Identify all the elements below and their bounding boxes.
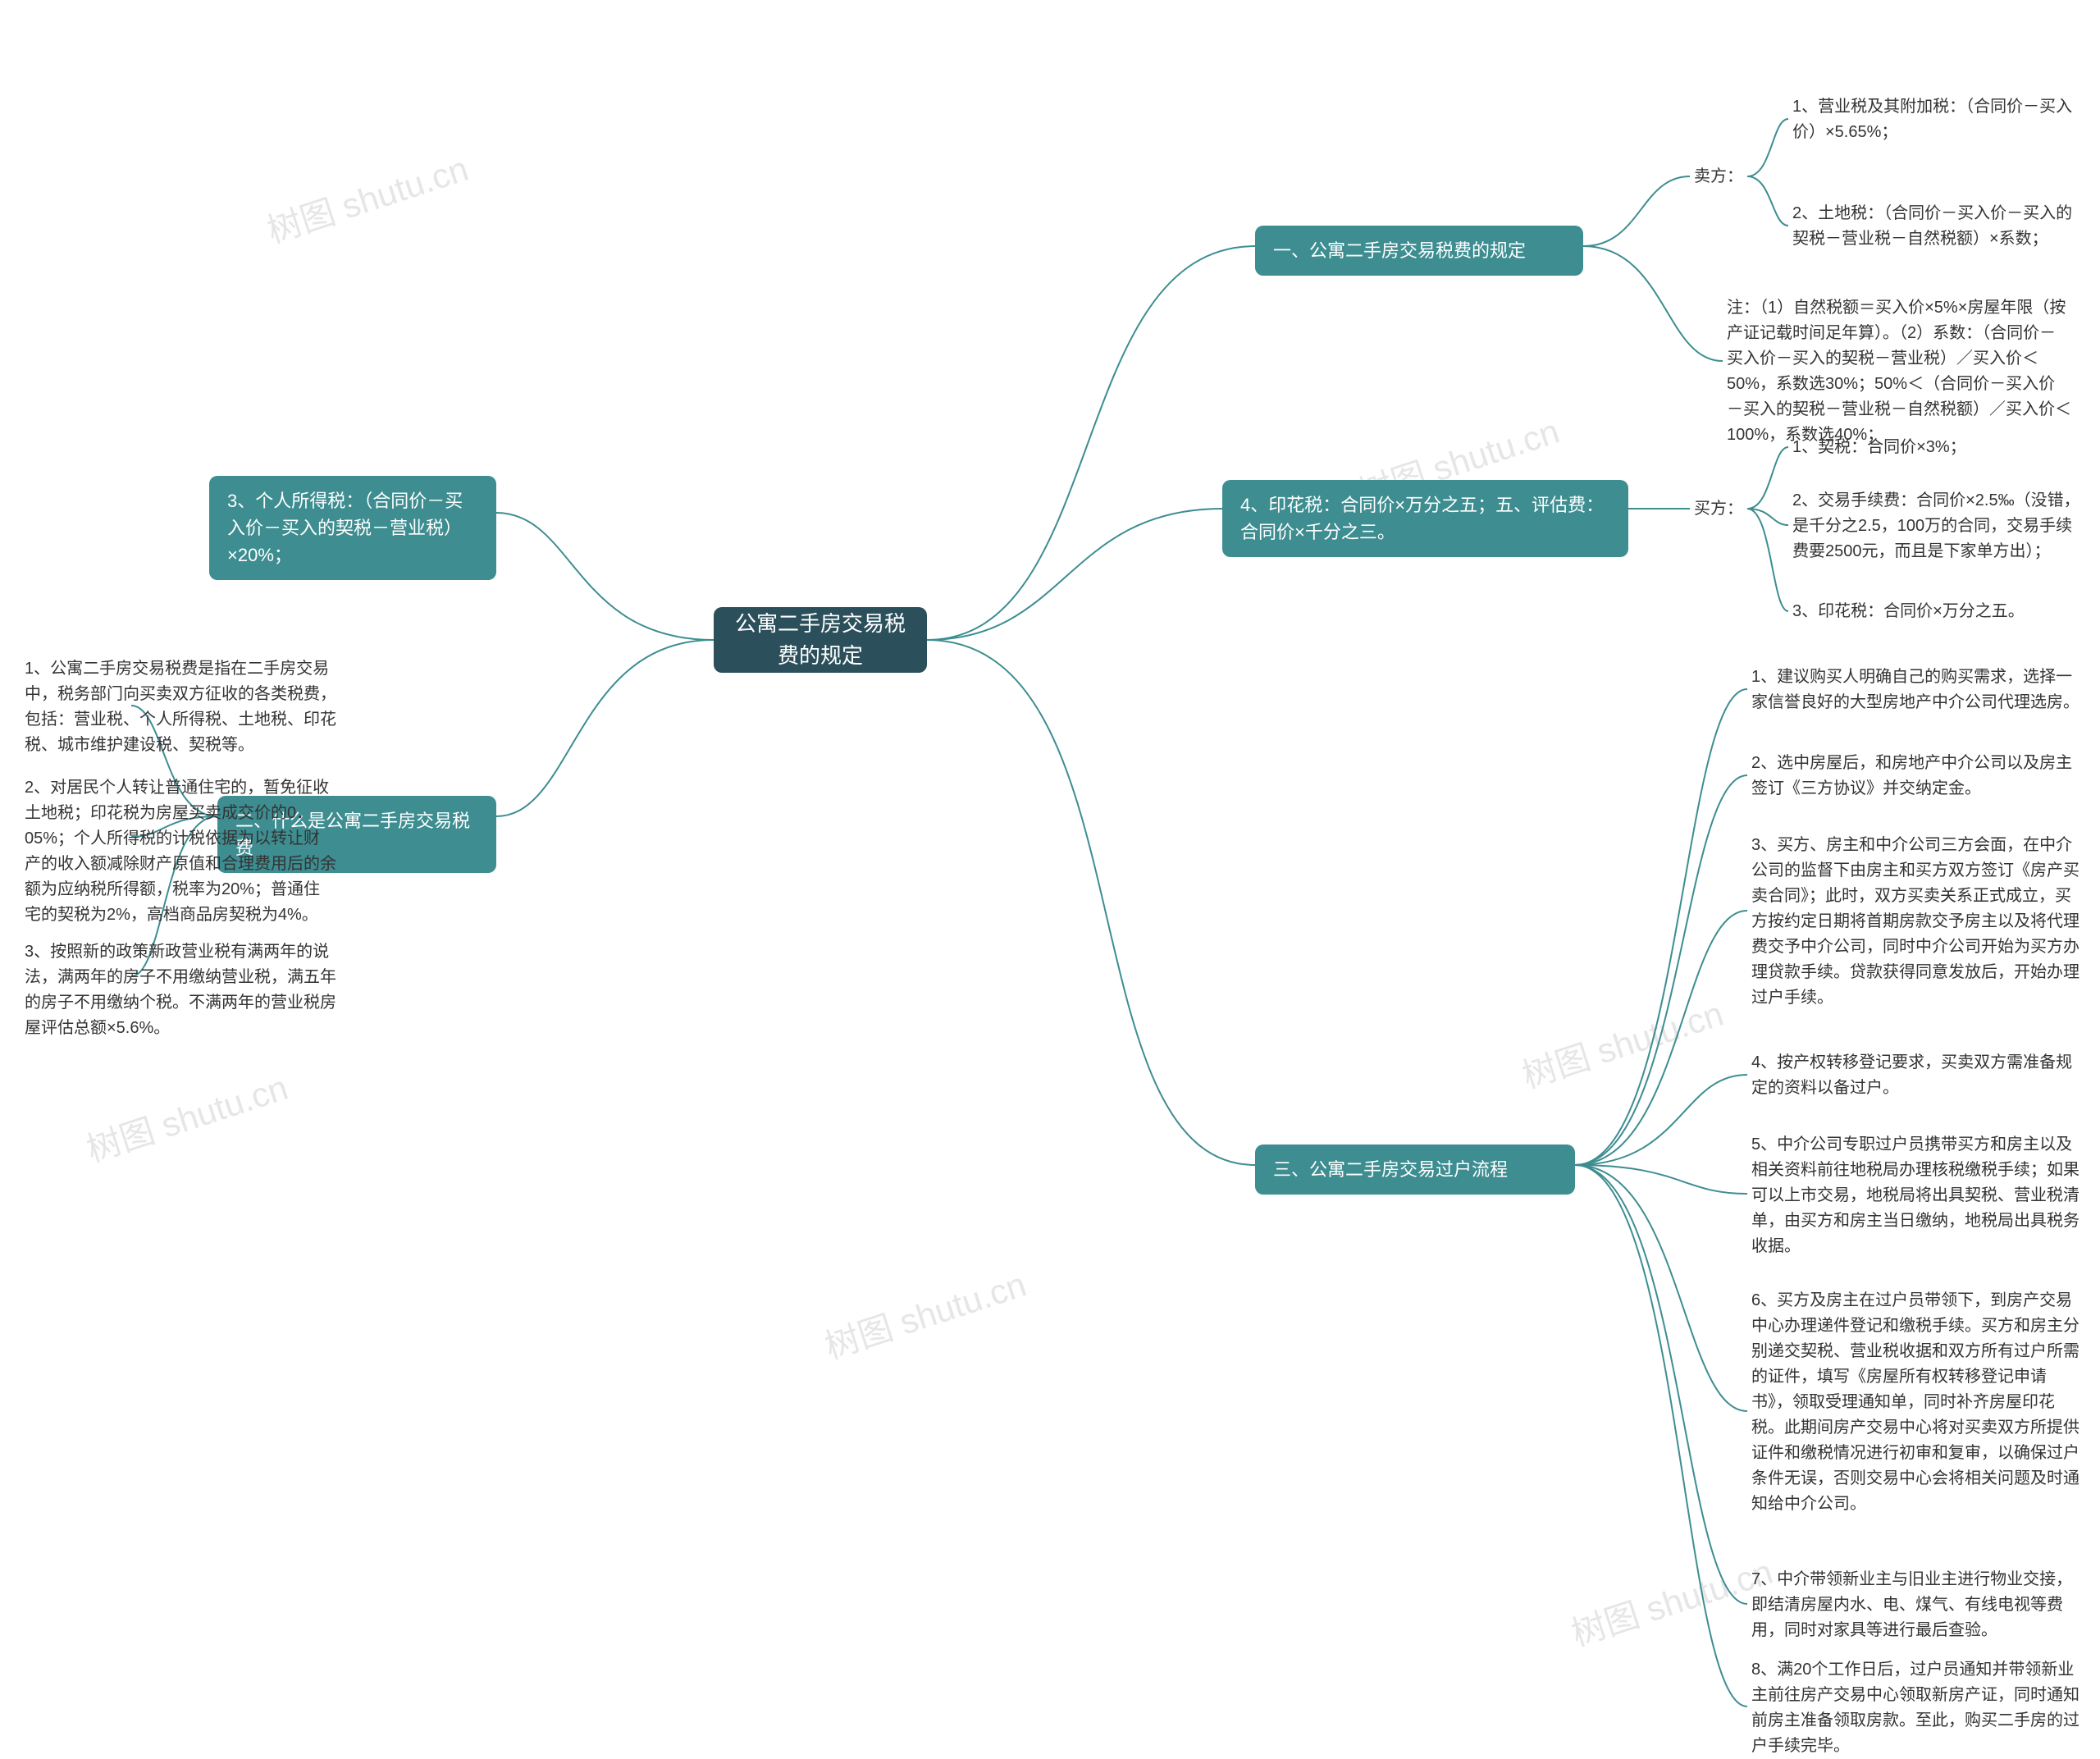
- watermark: 树图 shutu.cn: [1515, 986, 1729, 1099]
- leaf-b2-1: 1、公寓二手房交易税费是指在二手房交易中，税务部门向买卖双方征收的各类税费，包括…: [25, 656, 336, 758]
- leaf-b2-3: 3、按照新的政策新政营业税有满两年的说法，满两年的房子不用缴纳营业税，满五年的房…: [25, 939, 336, 1041]
- leaf-b3r-7: 7、中介带领新业主与旧业主进行物业交接，即结清房屋内水、电、煤气、有线电视等费用…: [1751, 1567, 2079, 1643]
- branch-1-label: 一、公寓二手房交易税费的规定: [1273, 237, 1526, 264]
- leaf-b3r-4: 4、按产权转移登记要求，买卖双方需准备规定的资料以备过户。: [1751, 1050, 2079, 1101]
- watermark: 树图 shutu.cn: [818, 1257, 1032, 1369]
- leaf-b1-seller-2: 2、土地税：（合同价－买入价－买入的契税－营业税－自然税额）×系数；: [1792, 201, 2088, 252]
- root-node[interactable]: 公寓二手房交易税费的规定: [714, 607, 927, 673]
- leaf-b4-buyer-1: 1、契税：合同价×3%；: [1792, 435, 1966, 460]
- watermark: 树图 shutu.cn: [260, 141, 474, 254]
- root-label: 公寓二手房交易税费的规定: [732, 608, 909, 672]
- leaf-b3r-2: 2、选中房屋后，和房地产中介公司以及房主签订《三方协议》并交纳定金。: [1751, 751, 2079, 802]
- branch-1[interactable]: 一、公寓二手房交易税费的规定: [1255, 226, 1583, 276]
- leaf-b3r-8: 8、满20个工作日后，过户员通知并带领新业主前往房产交易中心领取新房产证，同时通…: [1751, 1657, 2079, 1759]
- leaf-b1-note: 注：（1）自然税额＝买入价×5%×房屋年限（按产证记载时间足年算）。（2）系数：…: [1727, 295, 2071, 448]
- watermark: 树图 shutu.cn: [1564, 1544, 1778, 1656]
- branch-3-right-label: 三、公寓二手房交易过户流程: [1273, 1156, 1508, 1183]
- leaf-b3r-5: 5、中介公司专职过户员携带买方和房主以及相关资料前往地税局办理核税缴税手续；如果…: [1751, 1132, 2079, 1259]
- leaf-b3r-6: 6、买方及房主在过户员带领下，到房产交易中心办理递件登记和缴税手续。买方和房主分…: [1751, 1288, 2079, 1517]
- watermark: 树图 shutu.cn: [80, 1060, 294, 1172]
- leaf-b4-buyer-3: 3、印花税：合同价×万分之五。: [1792, 599, 2025, 624]
- buyer-label: 买方：: [1694, 496, 1743, 521]
- branch-3-right[interactable]: 三、公寓二手房交易过户流程: [1255, 1144, 1575, 1195]
- branch-3-left[interactable]: 3、个人所得税：（合同价－买入价－买入的契税－营业税）×20%；: [209, 476, 496, 580]
- seller-label: 卖方：: [1694, 164, 1743, 189]
- leaf-b1-seller-1: 1、营业税及其附加税：（合同价－买入价）×5.65%；: [1792, 94, 2088, 145]
- leaf-b3r-1: 1、建议购买人明确自己的购买需求，选择一家信誉良好的大型房地产中介公司代理选房。: [1751, 665, 2079, 715]
- leaf-b2-2: 2、对居民个人转让普通住宅的，暂免征收土地税；印花税为房屋买卖成交价的0．05%…: [25, 775, 336, 928]
- branch-3-left-label: 3、个人所得税：（合同价－买入价－买入的契税－营业税）×20%；: [227, 487, 478, 569]
- leaf-b4-buyer-2: 2、交易手续费：合同价×2.5‰（没错，是千分之2.5，100万的合同，交易手续…: [1792, 488, 2088, 564]
- branch-4-label: 4、印花税：合同价×万分之五；五、评估费：合同价×千分之三。: [1240, 491, 1610, 546]
- leaf-b3r-3: 3、买方、房主和中介公司三方会面，在中介公司的监督下由房主和买方双方签订《房产买…: [1751, 833, 2079, 1011]
- branch-4[interactable]: 4、印花税：合同价×万分之五；五、评估费：合同价×千分之三。: [1222, 480, 1628, 557]
